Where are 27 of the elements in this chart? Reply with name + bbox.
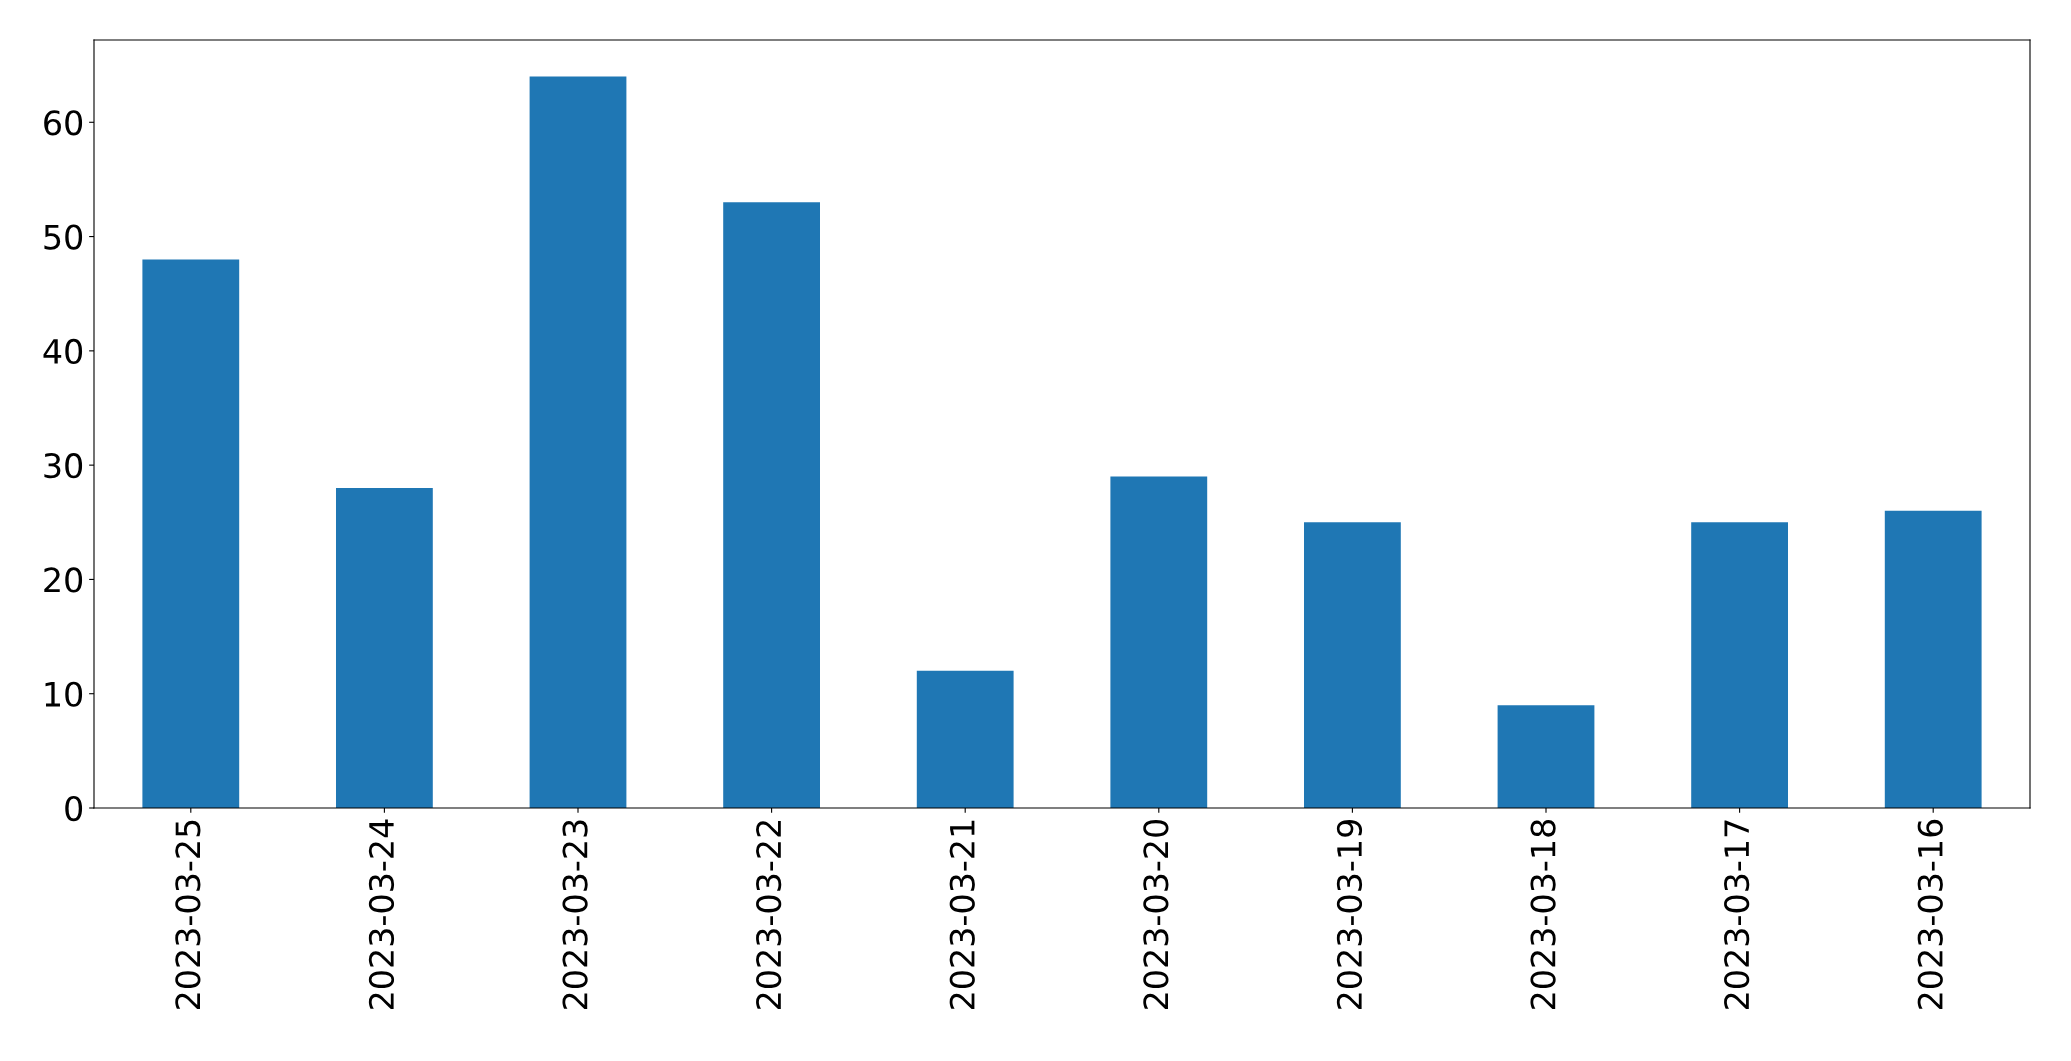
bar [142, 259, 240, 808]
x-tick-label: 2023-03-22 [756, 821, 782, 1009]
bar [1884, 510, 1982, 808]
y-tick-label: 60 [44, 110, 83, 136]
bar [1497, 705, 1595, 808]
y-tick-label: 50 [44, 224, 83, 250]
bar [1691, 522, 1788, 808]
x-tick-label: 2023-03-24 [368, 819, 395, 1009]
y-tick-label: 20 [44, 567, 83, 593]
y-tick-label: 0 [65, 795, 83, 822]
x-tick-label: 2023-03-18 [1530, 820, 1556, 1009]
x-tick-label: 2023-03-21 [949, 820, 975, 1009]
bar [1304, 522, 1401, 808]
y-tick-label: 40 [43, 338, 83, 364]
y-tick-label: 30 [44, 453, 83, 479]
x-tick-label: 2023-03-17 [1724, 820, 1750, 1009]
x-tick-label: 2023-03-19 [1336, 820, 1363, 1009]
bar [1110, 476, 1208, 808]
x-tick-label: 2023-03-16 [1917, 819, 1943, 1009]
x-tick-label: 2023-03-23 [562, 820, 588, 1009]
x-tick-label: 2023-03-20 [1143, 819, 1169, 1009]
bar [723, 202, 820, 808]
bar [916, 670, 1014, 808]
bar [336, 488, 433, 808]
y-tick-label: 10 [45, 681, 83, 707]
x-tick-label: 2023-03-25 [175, 820, 201, 1009]
bar [529, 76, 627, 808]
